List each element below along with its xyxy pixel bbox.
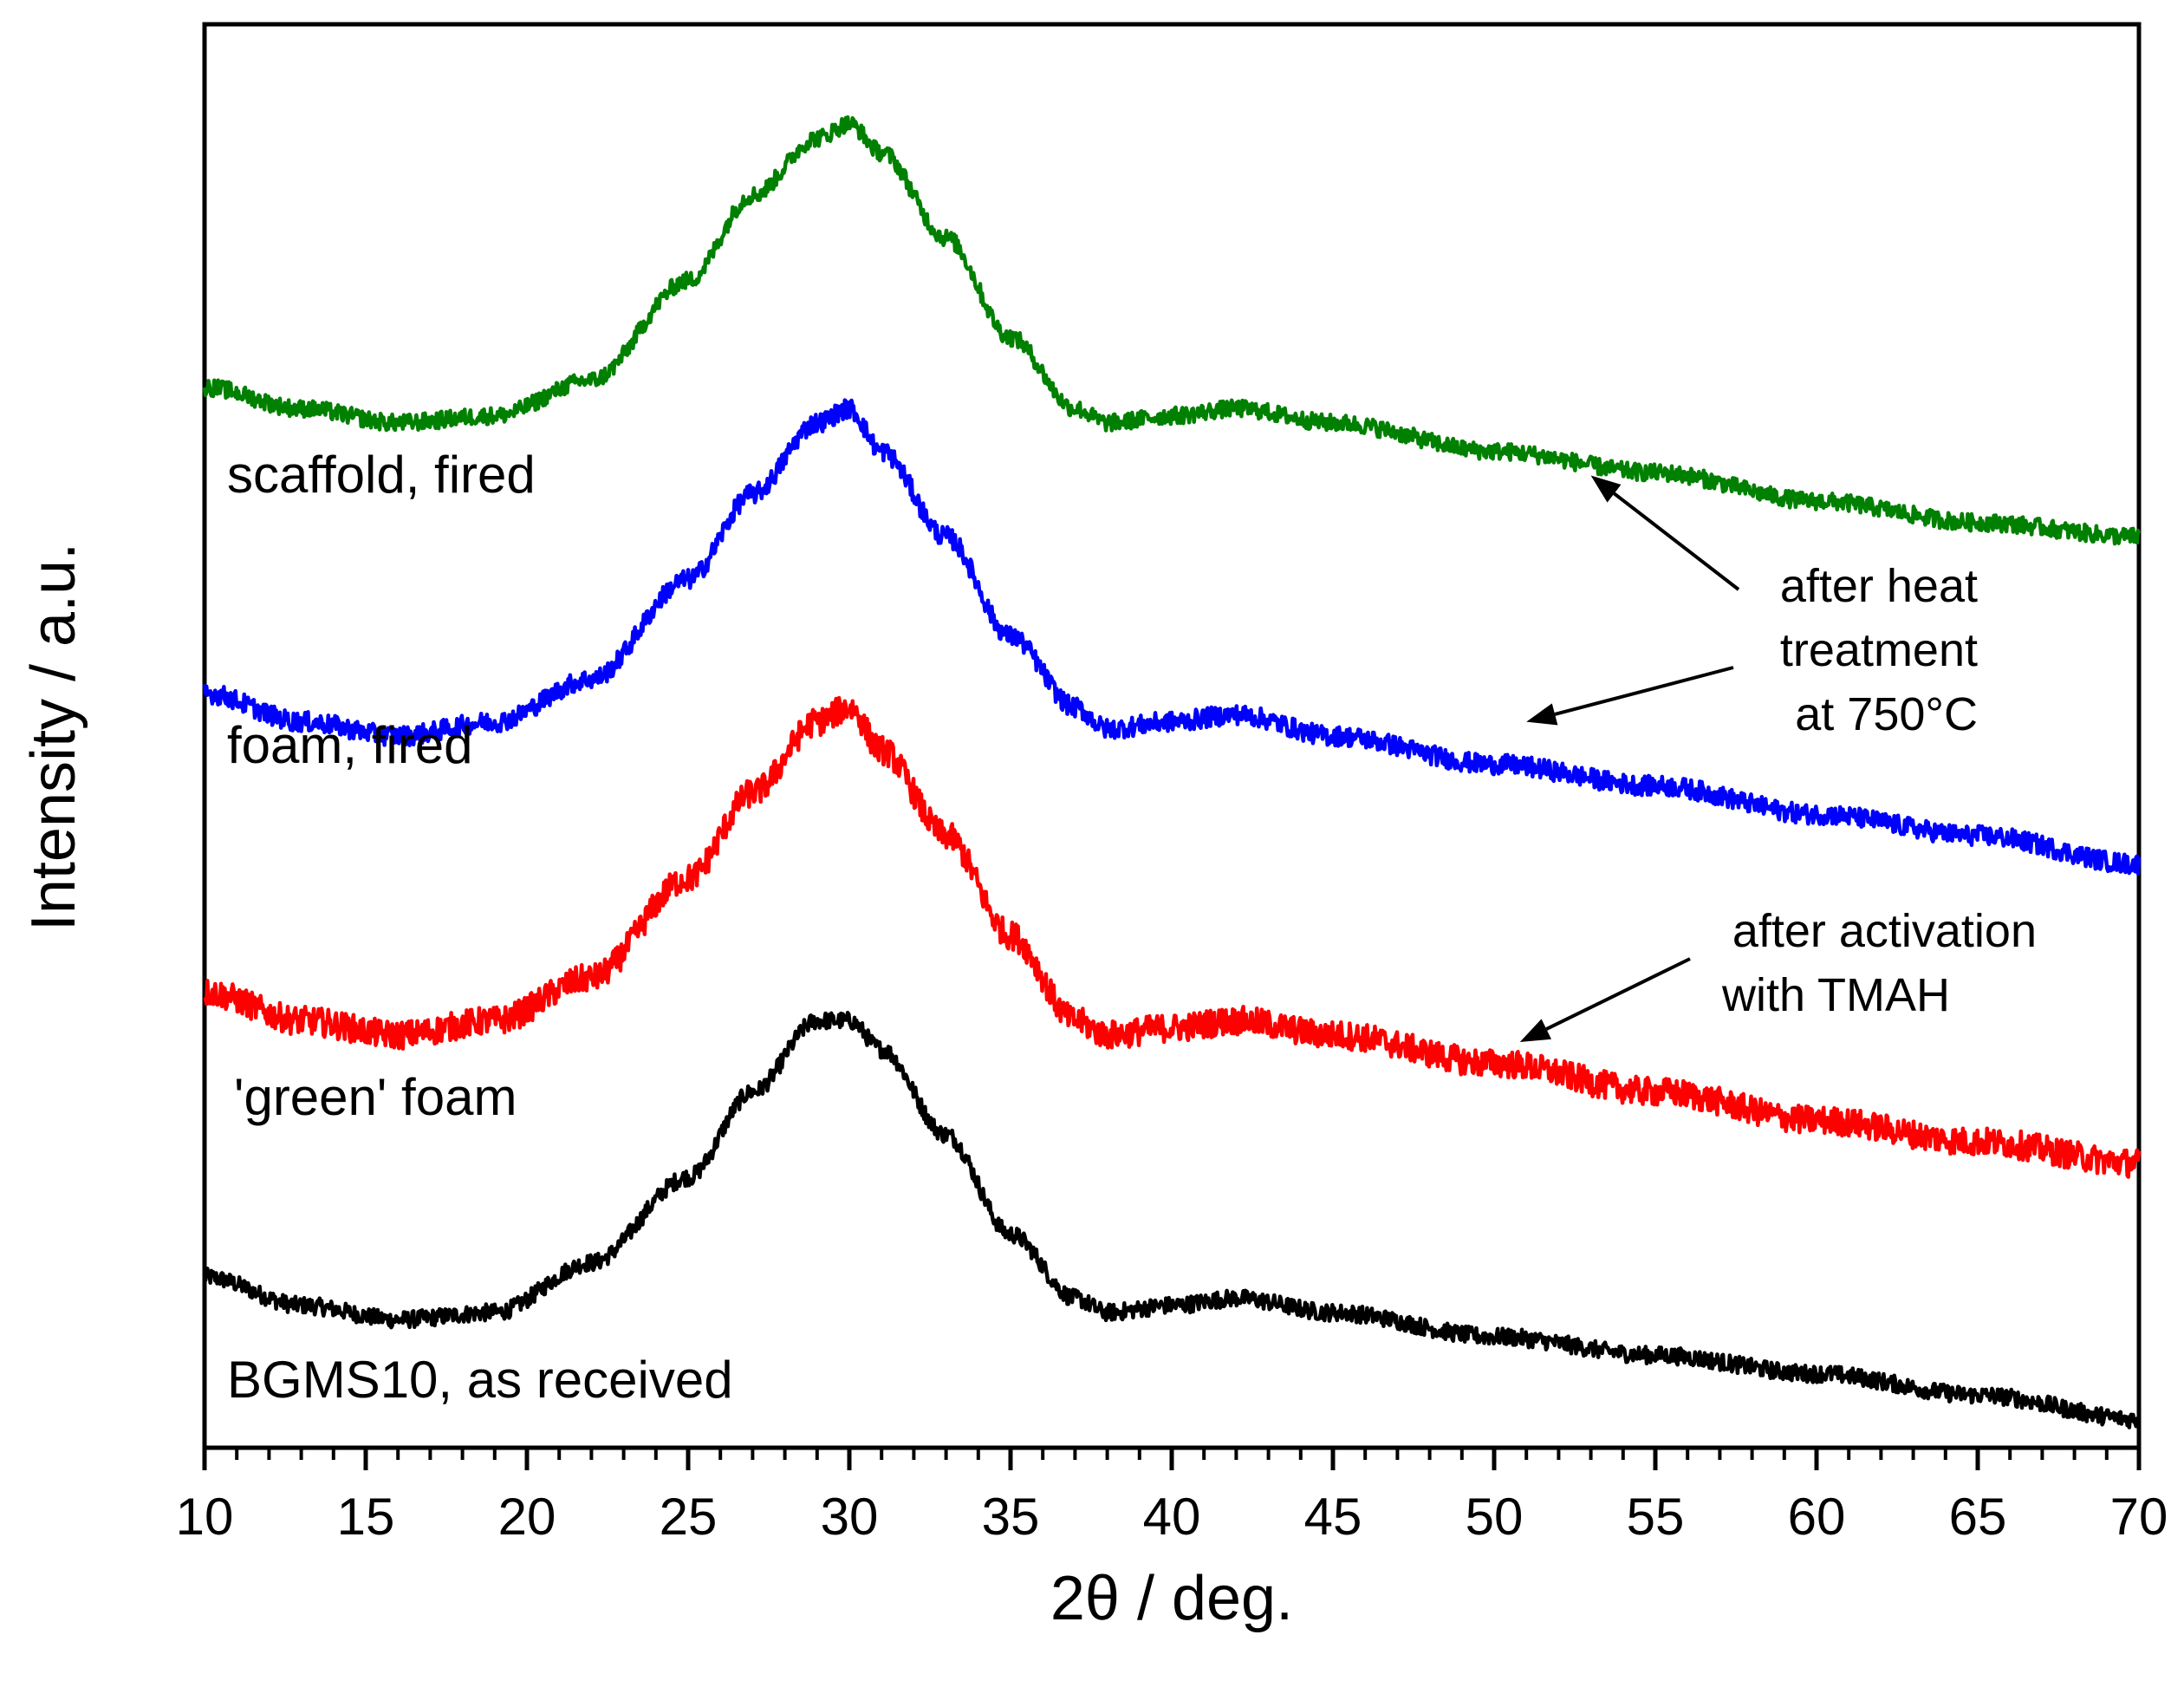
arrow-shaft xyxy=(1545,957,1691,1031)
arrow-head xyxy=(1526,703,1558,726)
series-label-green-foam: 'green' foam xyxy=(234,1068,517,1126)
annotation-heat-line3: at 750°C xyxy=(1795,688,1978,740)
annotation-activation-line2: with TMAH xyxy=(1721,969,1950,1021)
annotation-activation: after activation with TMAH xyxy=(1519,905,2037,1043)
x-tick-label: 40 xyxy=(1143,1488,1201,1546)
x-tick-label: 45 xyxy=(1304,1488,1362,1546)
arrow-to-foam-fired xyxy=(1526,666,1734,726)
x-tick-label: 55 xyxy=(1627,1488,1685,1546)
x-tick-label: 25 xyxy=(660,1488,718,1546)
annotation-heat-treatment: after heat treatment at 750°C xyxy=(1526,475,1978,740)
x-tick-label: 30 xyxy=(821,1488,879,1546)
arrow-shaft xyxy=(1554,666,1734,716)
x-tick-label: 10 xyxy=(176,1488,234,1546)
x-tick-label: 35 xyxy=(982,1488,1040,1546)
annotation-heat-line1: after heat xyxy=(1780,560,1978,612)
series-line-scaffold-fired xyxy=(202,114,2142,546)
y-axis-title: Intensity / a.u. xyxy=(19,543,88,931)
series-line-foam-fired xyxy=(202,398,2142,876)
x-tick-label: 70 xyxy=(2110,1488,2168,1546)
arrow-head xyxy=(1590,475,1622,503)
x-tick-label: 60 xyxy=(1788,1488,1846,1546)
series-label-foam-fired: foam, fired xyxy=(227,716,472,774)
annotation-heat-line2: treatment xyxy=(1780,624,1978,676)
x-axis-title: 2θ / deg. xyxy=(1050,1564,1293,1633)
x-axis-ticks: 10 15 20 25 30 35 40 45 50 55 60 65 70 xyxy=(176,1448,2168,1546)
series-line-bgms10 xyxy=(202,1010,2142,1430)
series-layer xyxy=(202,114,2142,1430)
x-tick-label: 65 xyxy=(1949,1488,2007,1546)
arrow-shaft xyxy=(1613,492,1740,591)
x-tick-label: 20 xyxy=(498,1488,556,1546)
arrow-to-scaffold xyxy=(1590,475,1740,591)
annotation-activation-line1: after activation xyxy=(1732,905,2037,957)
series-line-green-foam xyxy=(203,695,2142,1179)
arrow-to-green-foam xyxy=(1519,957,1691,1043)
series-label-scaffold-fired: scaffold, fired xyxy=(227,446,536,504)
x-tick-label: 50 xyxy=(1466,1488,1524,1546)
x-tick-label: 15 xyxy=(337,1488,395,1546)
arrow-head xyxy=(1519,1019,1552,1043)
series-label-bgms10: BGMS10, as received xyxy=(227,1351,733,1409)
